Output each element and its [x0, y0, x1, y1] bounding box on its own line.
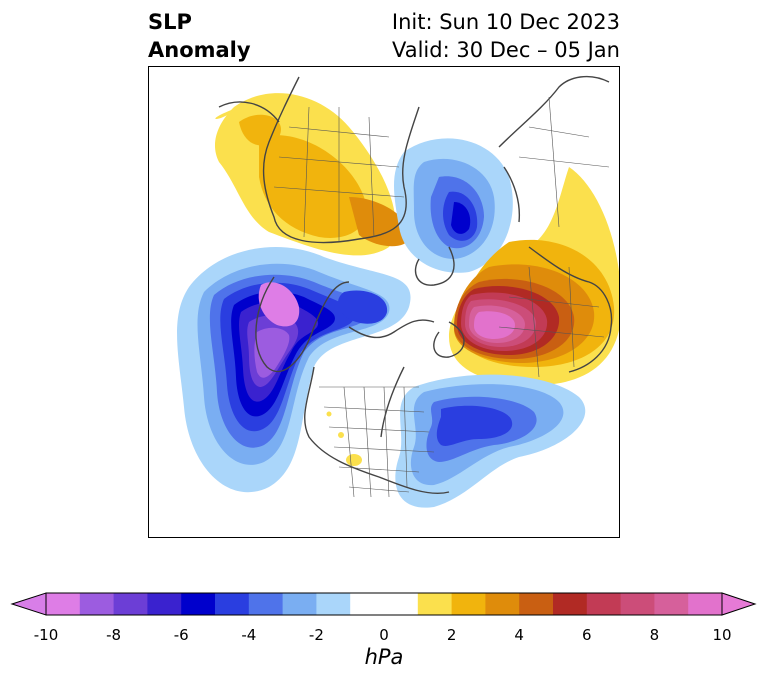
colorbar-outline — [45, 592, 723, 616]
title-line-2: Anomaly — [148, 38, 251, 62]
colorbar-cell — [113, 593, 148, 615]
colorbar-cell — [282, 593, 317, 615]
colorbar-tick-label: -10 — [33, 626, 59, 644]
colorbar-cell — [519, 593, 554, 615]
colorbar-tick-label: -2 — [308, 626, 324, 644]
colorbar-cell — [384, 593, 419, 615]
colorbar-cell — [181, 593, 216, 615]
colorbar-tick-label: -6 — [173, 626, 189, 644]
colorbar-tick-label: 4 — [514, 626, 524, 644]
colorbar-tick-label: 6 — [582, 626, 592, 644]
small-positive-anomalies — [326, 411, 362, 466]
colorbar-cell — [316, 593, 351, 615]
colorbar-over-triangle — [721, 592, 757, 616]
map-panel — [148, 66, 620, 538]
colorbar-cell — [553, 593, 588, 615]
colorbar-tick-label: -4 — [241, 626, 257, 644]
colorbar-cell — [586, 593, 622, 615]
colorbar-cells — [46, 593, 723, 615]
colorbar-cell — [451, 593, 486, 615]
coastlines — [218, 75, 613, 494]
init-label: Init: Sun 10 Dec 2023 — [391, 10, 620, 34]
valid-label: Valid: 30 Dec – 05 Jan — [391, 38, 620, 62]
colorbar-cell — [417, 593, 453, 615]
date-labels: Init: Sun 10 Dec 2023 Valid: 30 Dec – 05… — [392, 8, 620, 64]
colorbar-cell — [620, 593, 655, 615]
political-borders — [273, 96, 610, 498]
colorbar-cell — [215, 593, 250, 615]
colorbar-cell — [79, 593, 115, 615]
colorbar-tick-label: 0 — [379, 626, 389, 644]
siberia-high-anomaly — [214, 93, 411, 256]
colorbar-tick-label: 2 — [446, 626, 457, 644]
colorbar-cell — [46, 593, 81, 615]
north-pacific-low-anomaly — [177, 247, 411, 493]
chart-title: SLP Anomaly — [148, 8, 251, 64]
colorbar-tick-label: 10 — [712, 626, 732, 644]
colorbar-cell — [688, 593, 723, 615]
colorbar-tick-label: -8 — [106, 626, 122, 644]
colorbar-tick-label: 8 — [649, 626, 660, 644]
arctic-low-anomaly — [394, 138, 513, 273]
colorbar-cell — [248, 593, 284, 615]
north-atlantic-low-anomaly — [395, 374, 586, 508]
colorbar-unit-label: hPa — [364, 645, 404, 669]
colorbar-cell — [147, 593, 182, 615]
colorbar-under-triangle — [10, 592, 47, 616]
scandinavia-high-anomaly — [449, 167, 619, 386]
colorbar-cell — [485, 593, 520, 615]
colorbar-cell — [654, 593, 689, 615]
colorbar-cell — [350, 593, 385, 615]
colorbar — [10, 592, 757, 616]
anomaly-map — [177, 75, 619, 508]
title-line-1: SLP — [148, 10, 192, 34]
